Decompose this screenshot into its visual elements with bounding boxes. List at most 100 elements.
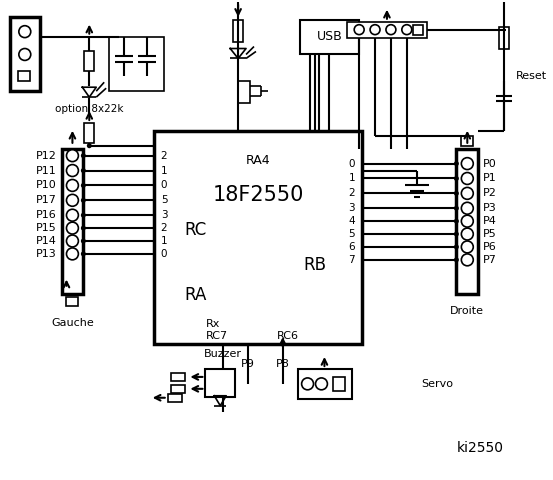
Text: Droite: Droite (450, 306, 484, 316)
Circle shape (81, 239, 86, 243)
Bar (298, 369, 352, 399)
Circle shape (461, 172, 473, 184)
Text: P7: P7 (483, 255, 497, 265)
Circle shape (81, 252, 86, 256)
Circle shape (66, 235, 79, 247)
Text: 6: 6 (348, 242, 355, 252)
Text: P17: P17 (36, 195, 56, 205)
Text: Servo: Servo (422, 379, 453, 389)
Bar (61, 149, 84, 294)
Bar (238, 81, 250, 103)
Circle shape (81, 183, 86, 188)
Text: P6: P6 (483, 242, 497, 252)
Bar (456, 149, 478, 294)
Text: 2: 2 (348, 188, 355, 198)
Text: 3: 3 (161, 210, 168, 220)
Circle shape (66, 165, 79, 177)
Bar (66, 297, 79, 306)
Circle shape (454, 244, 459, 250)
Text: RB: RB (303, 256, 326, 274)
Bar (85, 51, 94, 72)
Circle shape (81, 168, 86, 173)
Circle shape (454, 161, 459, 166)
Text: RC6: RC6 (276, 331, 299, 341)
Text: 2: 2 (161, 223, 168, 233)
Text: 18F2550: 18F2550 (212, 185, 304, 205)
Text: P2: P2 (483, 188, 497, 198)
Circle shape (19, 48, 31, 60)
Text: 1: 1 (348, 173, 355, 183)
Circle shape (66, 209, 79, 221)
Circle shape (454, 257, 459, 263)
Text: P14: P14 (36, 236, 56, 246)
Bar (10, 17, 40, 91)
Circle shape (454, 206, 459, 211)
Bar (171, 385, 185, 393)
Circle shape (301, 378, 314, 390)
Text: 0: 0 (161, 180, 167, 191)
Text: USB: USB (316, 30, 342, 43)
Text: Reset: Reset (516, 72, 547, 81)
Bar (85, 123, 94, 143)
Text: option 8x22k: option 8x22k (55, 104, 123, 114)
Text: P9: P9 (241, 359, 255, 369)
Circle shape (66, 248, 79, 260)
Text: Buzzer: Buzzer (204, 349, 242, 359)
Text: RC7: RC7 (205, 331, 227, 341)
Text: P13: P13 (36, 249, 56, 259)
Bar (205, 369, 235, 397)
Circle shape (370, 24, 380, 35)
Bar (461, 136, 473, 146)
Circle shape (19, 26, 31, 37)
Text: ki2550: ki2550 (456, 441, 503, 456)
Text: 5: 5 (348, 229, 355, 239)
Bar (18, 72, 30, 81)
Bar (413, 24, 422, 35)
Bar (333, 377, 345, 391)
Circle shape (354, 24, 364, 35)
Text: 1: 1 (161, 236, 168, 246)
Circle shape (66, 194, 79, 206)
Circle shape (66, 180, 79, 192)
Circle shape (316, 378, 327, 390)
Circle shape (81, 213, 86, 217)
Circle shape (66, 150, 79, 162)
Text: 0: 0 (161, 249, 167, 259)
Circle shape (454, 219, 459, 224)
Circle shape (461, 187, 473, 199)
Text: 2: 2 (161, 151, 168, 161)
Text: 3: 3 (348, 203, 355, 213)
Circle shape (454, 191, 459, 196)
Text: P1: P1 (483, 173, 497, 183)
Text: Rx: Rx (205, 319, 220, 329)
Text: P3: P3 (483, 203, 497, 213)
Bar (499, 27, 509, 48)
Text: P15: P15 (36, 223, 56, 233)
Text: RA4: RA4 (246, 154, 270, 167)
Text: P8: P8 (276, 359, 290, 369)
Bar (171, 373, 185, 381)
Bar (168, 394, 181, 402)
Text: 0: 0 (349, 158, 355, 168)
Text: 4: 4 (348, 216, 355, 226)
Circle shape (461, 254, 473, 266)
Circle shape (454, 231, 459, 237)
Text: P11: P11 (36, 166, 56, 176)
Text: RC: RC (184, 221, 207, 239)
Circle shape (81, 226, 86, 230)
Bar (109, 36, 164, 91)
Text: Gauche: Gauche (51, 318, 94, 328)
Circle shape (81, 198, 86, 203)
Text: P12: P12 (36, 151, 56, 161)
Circle shape (386, 24, 396, 35)
Text: P4: P4 (483, 216, 497, 226)
Bar (233, 20, 243, 42)
Circle shape (461, 228, 473, 240)
Bar (154, 131, 362, 344)
Circle shape (461, 215, 473, 227)
Text: 1: 1 (161, 166, 168, 176)
Circle shape (454, 176, 459, 181)
Circle shape (461, 157, 473, 169)
Bar (347, 22, 426, 37)
Circle shape (402, 24, 412, 35)
